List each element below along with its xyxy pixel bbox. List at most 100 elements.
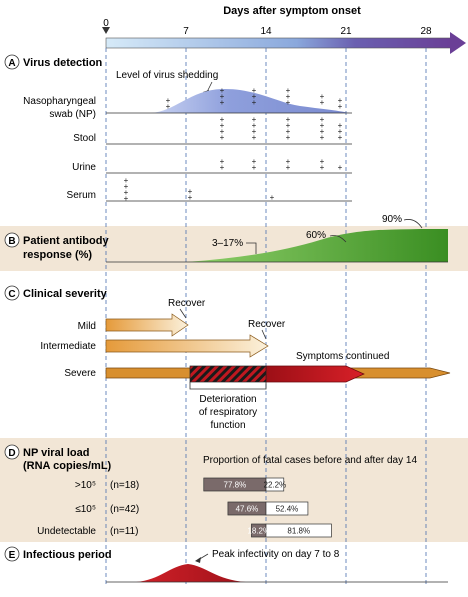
svg-text:+: + — [220, 121, 225, 130]
fatal-after-value: 81.8% — [287, 527, 310, 536]
tick-14: 14 — [260, 26, 272, 37]
row-np-line1: Nasopharyngeal — [23, 96, 96, 107]
svg-text:+: + — [286, 121, 291, 130]
svg-text:+: + — [124, 188, 129, 197]
fatal-after-bar — [265, 501, 309, 516]
timeline-arrowhead — [450, 32, 466, 54]
fatal-before-value: 18.2% — [247, 527, 270, 536]
svg-text:+: + — [320, 157, 325, 166]
svg-text:+: + — [320, 92, 325, 101]
viral-load-n: (n=11) — [110, 526, 138, 537]
svg-text:+: + — [286, 86, 291, 95]
svg-text:+: + — [270, 193, 275, 202]
peak-label: Peak infectivity on day 7 to 8 — [212, 549, 340, 560]
svg-text:+: + — [252, 92, 257, 101]
svg-text:+: + — [338, 121, 343, 130]
svg-text:+: + — [252, 86, 257, 95]
viral-load-label: ≤10⁵ — [75, 504, 96, 515]
tick-0: 0 — [103, 18, 109, 29]
fatal-after-value: 52.4% — [276, 505, 299, 514]
svg-text:+: + — [338, 133, 343, 142]
tick-28: 28 — [420, 26, 432, 37]
svg-text:+: + — [124, 176, 129, 185]
intermediate-recover: Recover — [248, 319, 286, 330]
svg-text:+: + — [338, 127, 343, 136]
fatal-before-value: 77.8% — [224, 481, 247, 490]
antibody-label-3-17: 3–17% — [212, 238, 243, 249]
svg-text:+: + — [338, 163, 343, 172]
svg-text:+: + — [124, 194, 129, 203]
svg-text:+: + — [338, 102, 343, 111]
svg-text:+: + — [286, 127, 291, 136]
deterioration-block — [189, 365, 267, 383]
svg-text:+: + — [286, 98, 291, 107]
deterioration-line2: of respiratory — [199, 407, 257, 418]
section-b-letter: B — [8, 236, 15, 247]
section-c-letter: C — [8, 289, 15, 300]
intermediate-arrow — [105, 334, 269, 358]
section-d-title-2: (RNA copies/mL) — [23, 460, 112, 472]
day-guides — [105, 48, 427, 585]
viral-load-label: Undetectable — [37, 526, 96, 537]
antibody-pointer-1 — [246, 242, 257, 254]
row-intermediate: Intermediate — [40, 341, 96, 352]
timeline-start-marker — [102, 27, 110, 34]
svg-text:+: + — [166, 96, 171, 105]
viral-load-n: (n=18) — [110, 480, 139, 491]
tick-21: 21 — [340, 26, 352, 37]
fatal-after-bar — [265, 523, 332, 538]
svg-text:+: + — [286, 163, 291, 172]
svg-text:+: + — [220, 133, 225, 142]
svg-text:+: + — [252, 98, 257, 107]
svg-text:+: + — [252, 133, 257, 142]
timeline-title: Days after symptom onset — [223, 5, 361, 17]
antibody-pointer-3 — [403, 219, 423, 229]
shedding-label: Level of virus shedding — [116, 70, 218, 81]
mild-recover: Recover — [168, 298, 206, 309]
peak-pointer-head — [195, 557, 201, 563]
svg-text:+: + — [220, 163, 225, 172]
svg-text:+: + — [166, 102, 171, 111]
fatal-rows: >10⁵ (n=18) 77.8% 22.2% ≤10⁵ (n=42) 47.6% 52.4%… — [37, 477, 332, 538]
section-e-title: Infectious period — [23, 549, 112, 561]
svg-text:+: + — [320, 163, 325, 172]
svg-text:+: + — [220, 86, 225, 95]
severe-red-segment — [265, 365, 365, 383]
antibody-pointer-2 — [329, 235, 347, 243]
row-mild: Mild — [78, 321, 96, 332]
svg-text:+: + — [320, 121, 325, 130]
fatal-after-bar — [265, 477, 285, 492]
symptoms-continued: Symptoms continued — [296, 351, 389, 362]
svg-text:+: + — [252, 157, 257, 166]
svg-text:+: + — [252, 163, 257, 172]
section-d-badge — [4, 444, 20, 460]
fatal-before-value: 47.6% — [236, 505, 259, 514]
svg-text:+: + — [220, 127, 225, 136]
svg-text:+: + — [124, 182, 129, 191]
deterioration-bracket — [189, 382, 267, 390]
viral-load-n: (n=42) — [110, 504, 139, 515]
svg-text:+: + — [252, 127, 257, 136]
svg-text:+: + — [220, 157, 225, 166]
svg-text:+: + — [252, 115, 257, 124]
section-b-title-1: Patient antibody — [23, 235, 109, 247]
row-np-line2: swab (NP) — [49, 109, 96, 120]
svg-text:+: + — [320, 98, 325, 107]
row-urine: Urine — [72, 162, 96, 173]
svg-text:+: + — [286, 92, 291, 101]
tick-7: 7 — [183, 26, 189, 37]
intermediate-recover-pointer — [261, 329, 267, 340]
antibody-label-60: 60% — [306, 230, 326, 241]
deterioration-line3: function — [210, 420, 245, 431]
section-e-badge — [4, 546, 20, 562]
svg-text:+: + — [320, 133, 325, 142]
row-stool: Stool — [73, 133, 96, 144]
svg-text:+: + — [252, 121, 257, 130]
section-d-letter: D — [8, 448, 15, 459]
viral-load-label: >10⁵ — [75, 480, 96, 491]
section-b-badge — [4, 232, 20, 248]
svg-text:+: + — [220, 98, 225, 107]
svg-text:+: + — [220, 115, 225, 124]
